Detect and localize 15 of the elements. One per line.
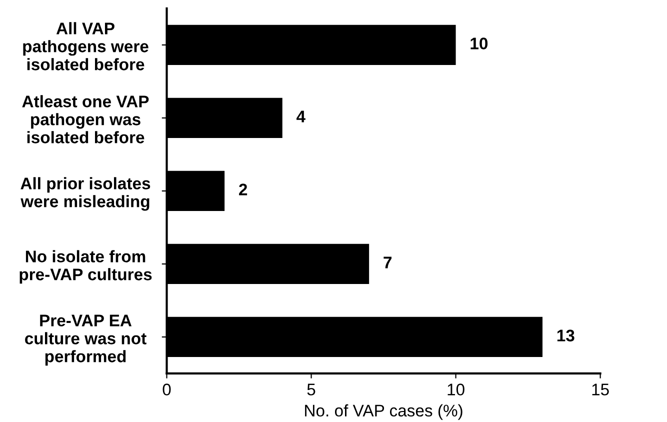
x-axis-title: No. of VAP cases (%)	[305, 404, 462, 420]
x-tick-label: 5	[307, 384, 316, 396]
data-label: 13	[557, 330, 574, 342]
x-tick-label: 10	[448, 384, 464, 396]
y-tick-label: No isolate from pre-VAP cultures	[20, 250, 152, 284]
data-label: 4	[296, 110, 306, 122]
data-label: 2	[239, 184, 248, 196]
y-tick-label: Atleast one VAP pathogen was isolated before	[22, 95, 149, 144]
data-label: 7	[384, 256, 392, 268]
x-tick-label: 15	[592, 384, 609, 396]
data-label: 10	[470, 38, 488, 50]
y-tick-label: Pre-VAP EA culture was not performed	[25, 314, 146, 366]
y-tick-label: All VAP pathogens were isolated before	[23, 22, 148, 70]
y-tick-label: All prior isolates were misleading	[20, 177, 150, 211]
x-tick-label: 0	[162, 384, 171, 396]
